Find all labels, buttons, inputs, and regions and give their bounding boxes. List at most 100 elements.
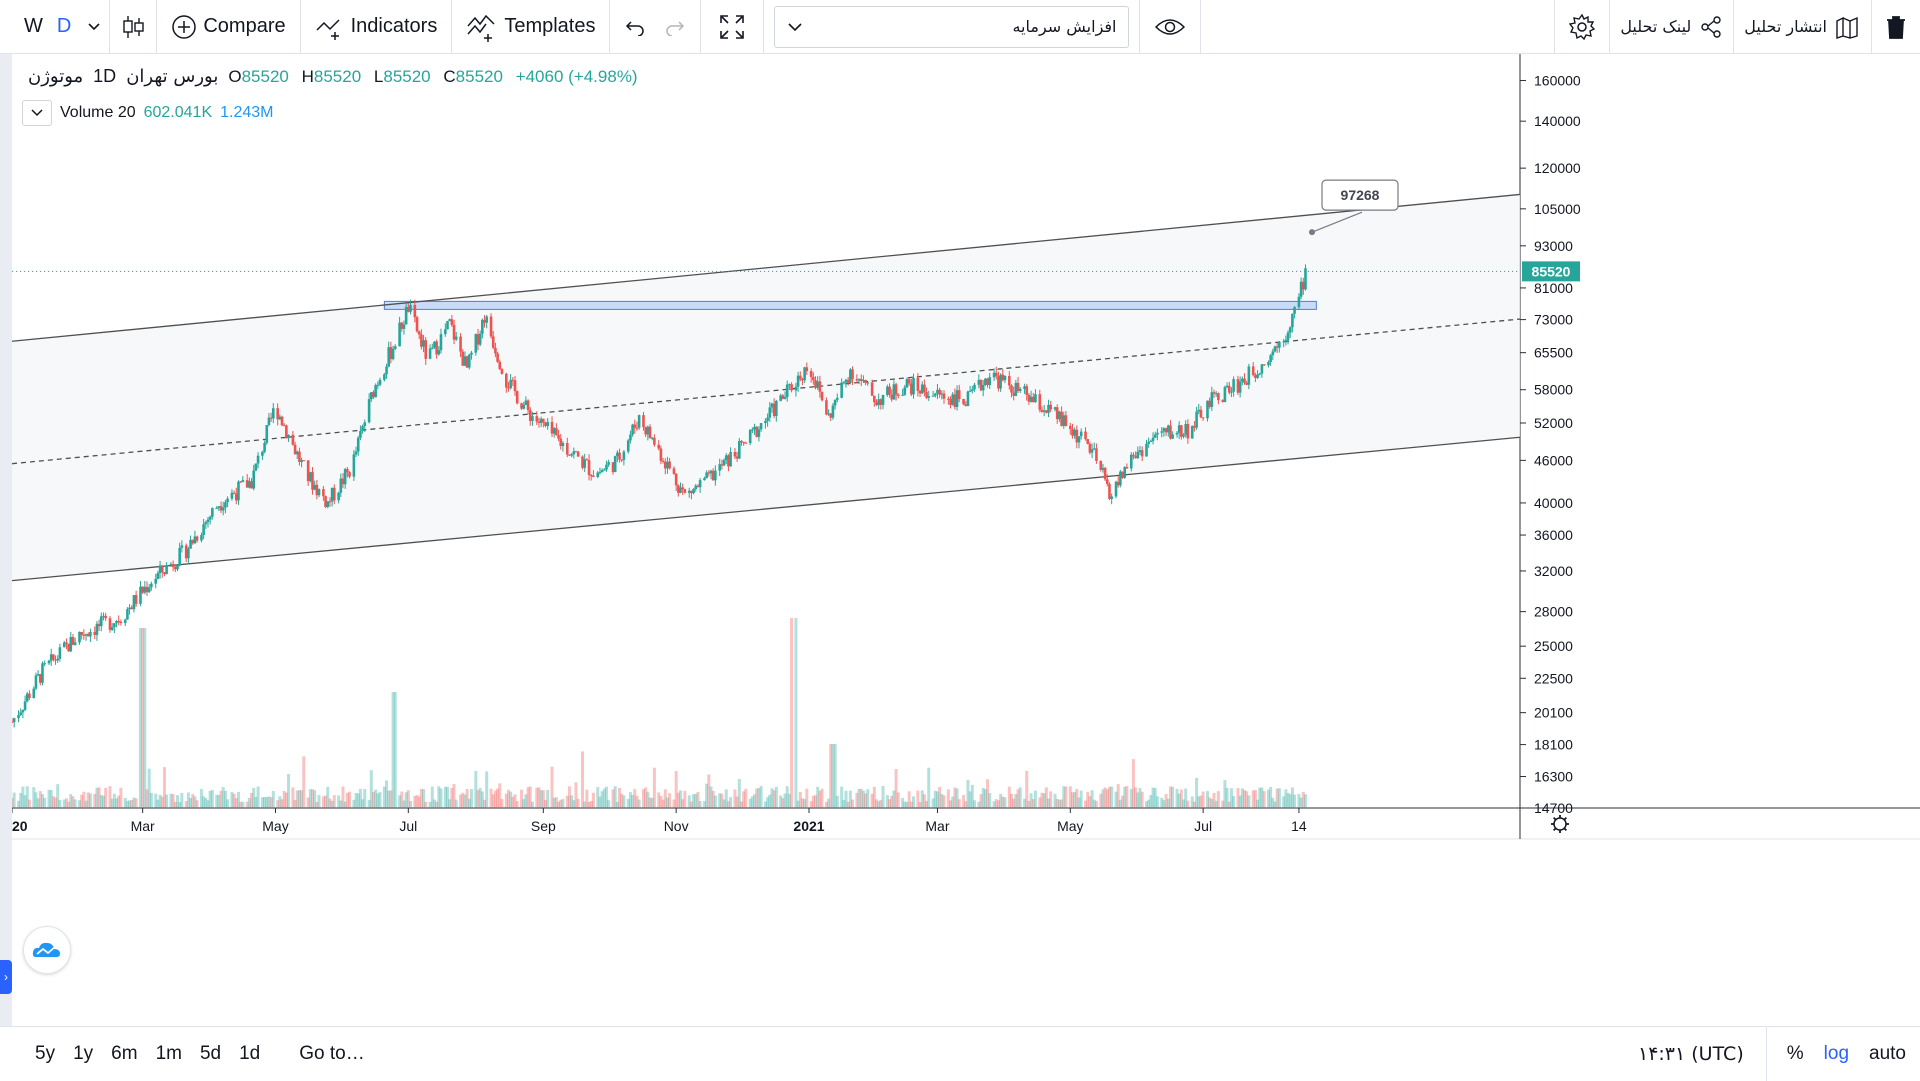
range-1d-button[interactable]: 1d: [239, 1042, 261, 1064]
candle-body: [557, 435, 560, 439]
tradingview-logo-button[interactable]: [23, 926, 71, 974]
candle-body: [620, 459, 624, 461]
candle-body: [309, 472, 312, 482]
range-5y-button[interactable]: 5y: [35, 1042, 56, 1064]
toolbar-separator: [609, 0, 611, 54]
publish-button[interactable]: انتشار تحلیل: [1734, 0, 1871, 54]
candle-body: [1269, 355, 1272, 362]
candle-body: [1012, 392, 1015, 396]
delete-button[interactable]: [1872, 0, 1920, 54]
volume-bar: [840, 786, 844, 808]
candle-body: [1206, 400, 1209, 419]
settings-button[interactable]: [1555, 0, 1609, 54]
candle-body: [657, 444, 661, 449]
percent-scale-toggle[interactable]: %: [1786, 1042, 1804, 1064]
side-panel-toggle[interactable]: ›: [0, 960, 12, 994]
y-tick-label: 22500: [1534, 670, 1573, 686]
volume-bar: [1216, 791, 1220, 808]
clock-timezone[interactable]: ۱۴:۳۱ (UTC): [1637, 1042, 1744, 1065]
candle-body: [992, 372, 996, 378]
candle-body: [424, 340, 428, 359]
volume-bar: [1129, 789, 1133, 808]
volume-bar: [480, 791, 484, 808]
symbol-search-input[interactable]: افزایش سرمایه: [774, 5, 1130, 48]
volume-bar: [724, 789, 728, 808]
legend-interval: 1D: [93, 66, 117, 86]
candle-body: [505, 373, 508, 388]
volume-bar: [269, 797, 273, 808]
volume-bar: [1155, 796, 1159, 808]
candle-body: [324, 496, 327, 507]
volume-bar: [154, 793, 158, 808]
templates-button[interactable]: Templates: [452, 0, 609, 54]
fullscreen-button[interactable]: [701, 0, 763, 54]
volume-bar: [1282, 796, 1286, 808]
share-link-button[interactable]: لینک تحلیل: [1610, 0, 1733, 54]
candle-body: [62, 642, 66, 648]
interval-w-button[interactable]: W: [0, 0, 49, 54]
compare-button[interactable]: Compare: [157, 0, 299, 54]
range-5d-button[interactable]: 5d: [199, 1042, 222, 1064]
auto-scale-toggle[interactable]: auto: [1869, 1042, 1906, 1064]
x-tick-label: May: [262, 818, 288, 834]
candle-body: [254, 463, 258, 471]
range-1y-button[interactable]: 1y: [73, 1042, 94, 1064]
candle-body: [1103, 467, 1107, 480]
indicators-button[interactable]: Indicators: [301, 0, 452, 54]
bottom-right-options: ۱۴:۳۱ (UTC) % log auto: [1616, 1026, 1920, 1081]
candle-body: [241, 480, 245, 483]
volume-bar: [101, 795, 105, 808]
candle-body: [165, 565, 168, 575]
volume-bar: [398, 795, 402, 808]
price-chart[interactable]: 14700 16300 18100 20100 22500 25000 28000 32000…: [0, 54, 1920, 1026]
volume-bar: [870, 793, 874, 808]
volume-bar: [415, 795, 419, 808]
candle-body: [1038, 394, 1042, 410]
candle-body: [1166, 425, 1170, 433]
goto-date-button[interactable]: Go to…: [299, 1042, 365, 1064]
volume-bar: [1110, 786, 1114, 808]
undo-button[interactable]: [610, 0, 656, 54]
candle-body: [1045, 410, 1048, 413]
y-tick-label: 140000: [1534, 113, 1581, 129]
volume-bar: [513, 794, 517, 808]
volume-bar: [707, 774, 711, 808]
interval-dropdown-button[interactable]: [79, 0, 109, 54]
volume-bar: [311, 789, 315, 808]
volume-bar: [968, 791, 972, 808]
volume-bar: [326, 786, 330, 808]
volume-bar: [920, 790, 924, 808]
eye-icon: [1155, 18, 1186, 35]
candle-body: [374, 385, 377, 398]
candle-body: [256, 455, 260, 464]
interval-d-button[interactable]: D: [49, 0, 79, 54]
volume-bar: [199, 788, 203, 808]
chart-area[interactable]: 14700 16300 18100 20100 22500 25000 28000 32000…: [0, 54, 1920, 1026]
volume-bar: [115, 798, 119, 808]
redo-button[interactable]: [656, 0, 700, 54]
volume-collapse-button[interactable]: [22, 100, 52, 126]
candle-body: [1055, 407, 1059, 420]
candle-body: [1031, 396, 1035, 403]
candle-body: [187, 548, 190, 559]
volume-bar: [857, 788, 861, 808]
chart-style-button[interactable]: [110, 0, 156, 54]
candle-body: [1025, 386, 1029, 395]
candle-body: [1129, 454, 1133, 469]
candle-body: [1071, 428, 1074, 436]
volume-bar: [461, 792, 465, 808]
hide-drawings-button[interactable]: [1140, 0, 1200, 54]
candle-body: [378, 379, 382, 385]
volume-bar: [406, 790, 410, 808]
range-1m-button[interactable]: 1m: [155, 1042, 182, 1064]
chevron-down-icon: [31, 109, 43, 117]
volume-bar: [709, 786, 713, 808]
log-scale-toggle[interactable]: log: [1823, 1042, 1850, 1064]
volume-bar: [93, 794, 97, 808]
volume-bar: [1107, 786, 1111, 808]
candle-body: [650, 437, 654, 439]
range-6m-button[interactable]: 6m: [111, 1042, 138, 1064]
candle-body: [572, 451, 576, 455]
volume-bar: [40, 794, 44, 808]
candle-body: [890, 394, 894, 400]
